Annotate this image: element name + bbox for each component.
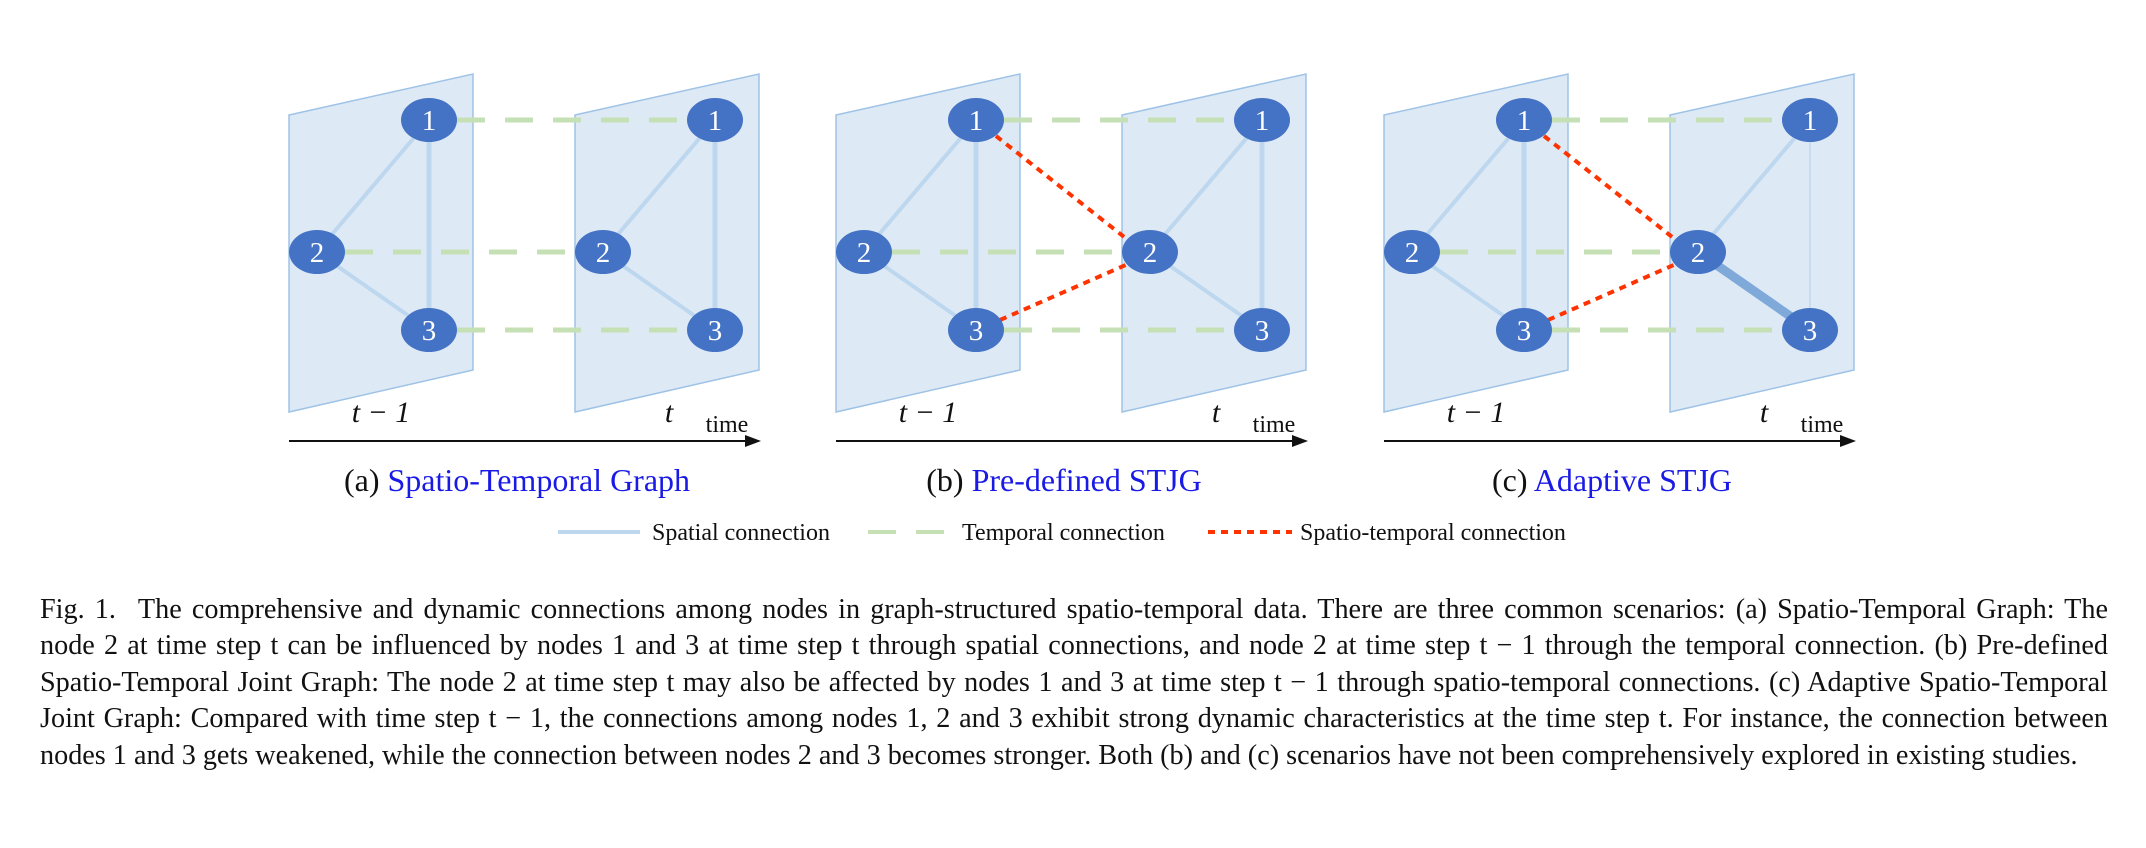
- node-left-2-label-a: 2: [310, 237, 325, 269]
- node-left-1-b: [948, 98, 1004, 142]
- node-left-3-label-b: 3: [969, 315, 984, 347]
- step-label-current-a: t: [665, 396, 674, 429]
- spatial-edge-right-12-c: [1696, 118, 1812, 254]
- node-left-2-b: [836, 230, 892, 274]
- time-arrowhead-b: [1292, 435, 1308, 447]
- node-right-2-b: [1122, 230, 1178, 274]
- spatial-edge-left-12-b: [862, 118, 978, 254]
- node-left-2-label-c: 2: [1405, 237, 1420, 269]
- step-label-prev-a: t − 1: [352, 396, 411, 429]
- node-left-2-label-b: 2: [857, 237, 872, 269]
- node-left-1-label-c: 1: [1517, 105, 1532, 137]
- spatio-temporal-edge-1-c: [1542, 134, 1678, 242]
- spatio-temporal-edge-3-b: [999, 262, 1129, 322]
- node-right-3-b: [1234, 308, 1290, 352]
- node-right-1-c: [1782, 98, 1838, 142]
- node-right-1-b: [1234, 98, 1290, 142]
- time-axis-label-c: time: [1801, 412, 1844, 438]
- node-left-1-a: [401, 98, 457, 142]
- step-label-current-c: t: [1760, 396, 1769, 429]
- figure-diagram: 1 2 3 1 2 3 t − 1 t time 1 2 3 1 2 3 t − 1 t time 1 2 3 1 2 3 t …: [288, 73, 1856, 546]
- node-left-3-a: [401, 308, 457, 352]
- node-left-2-a: [289, 230, 345, 274]
- node-left-3-b: [948, 308, 1004, 352]
- node-right-1-label-b: 1: [1255, 105, 1270, 137]
- node-right-2-c: [1670, 230, 1726, 274]
- node-right-3-label-c: 3: [1803, 315, 1818, 347]
- node-right-2-label-b: 2: [1143, 237, 1158, 269]
- subcaption-c-label: (c): [1492, 462, 1528, 498]
- node-left-1-label-a: 1: [422, 105, 437, 137]
- figure-caption: Fig. 1. The comprehensive and dynamic con…: [40, 592, 2108, 774]
- node-right-3-a: [687, 308, 743, 352]
- spatial-edge-left-12-a: [315, 118, 431, 254]
- legend-spatial-label: Spatial connection: [652, 520, 830, 546]
- node-left-1-label-b: 1: [969, 105, 984, 137]
- legend-temporal-label: Temporal connection: [962, 520, 1165, 546]
- spatial-edge-left-12-c: [1410, 118, 1526, 254]
- spatio-temporal-edge-1-b: [994, 134, 1130, 242]
- subcaption-b-label: (b): [926, 462, 964, 498]
- spatio-temporal-edge-3-c: [1547, 262, 1677, 322]
- node-left-3-c: [1496, 308, 1552, 352]
- node-right-2-label-a: 2: [596, 237, 611, 269]
- node-right-1-label-c: 1: [1803, 105, 1818, 137]
- subcaption-a-label: (a): [343, 462, 380, 498]
- node-right-3-label-a: 3: [708, 315, 723, 347]
- time-arrowhead-c: [1840, 435, 1856, 447]
- subcaption-c: (c) Adaptive STJG: [1492, 462, 1732, 499]
- caption-text: The comprehensive and dynamic connection…: [40, 594, 2108, 771]
- node-right-1-label-a: 1: [708, 105, 723, 137]
- node-right-2-label-c: 2: [1691, 237, 1706, 269]
- node-right-1-a: [687, 98, 743, 142]
- node-right-2-a: [575, 230, 631, 274]
- node-left-2-c: [1384, 230, 1440, 274]
- legend-spatio-temporal-label: Spatio-temporal connection: [1300, 520, 1566, 546]
- step-label-prev-b: t − 1: [899, 396, 958, 429]
- node-right-3-c: [1782, 308, 1838, 352]
- time-axis-label-a: time: [706, 412, 749, 438]
- node-right-3-label-b: 3: [1255, 315, 1270, 347]
- node-left-3-label-a: 3: [422, 315, 437, 347]
- subcaption-c-title: Adaptive STJG: [1533, 462, 1732, 498]
- caption-label: Fig. 1.: [40, 594, 116, 625]
- figure: 1 2 3 1 2 3 t − 1 t time 1 2 3 1 2 3 t − 1 t time 1 2 3 1 2 3 t …: [288, 73, 1856, 546]
- subcaption-a: (a) Spatio-Temporal Graph: [344, 462, 690, 499]
- subcaption-b-title: Pre-defined STJG: [971, 462, 1202, 498]
- node-left-1-c: [1496, 98, 1552, 142]
- step-label-prev-c: t − 1: [1447, 396, 1506, 429]
- step-label-current-b: t: [1212, 396, 1221, 429]
- spatial-edge-right-12-a: [601, 118, 717, 254]
- time-arrowhead-a: [745, 435, 761, 447]
- time-axis-label-b: time: [1253, 412, 1296, 438]
- node-left-3-label-c: 3: [1517, 315, 1532, 347]
- subcaption-b: (b) Pre-defined STJG: [926, 462, 1201, 499]
- spatial-edge-right-12-b: [1148, 118, 1264, 254]
- subcaption-a-title: Spatio-Temporal Graph: [387, 462, 691, 498]
